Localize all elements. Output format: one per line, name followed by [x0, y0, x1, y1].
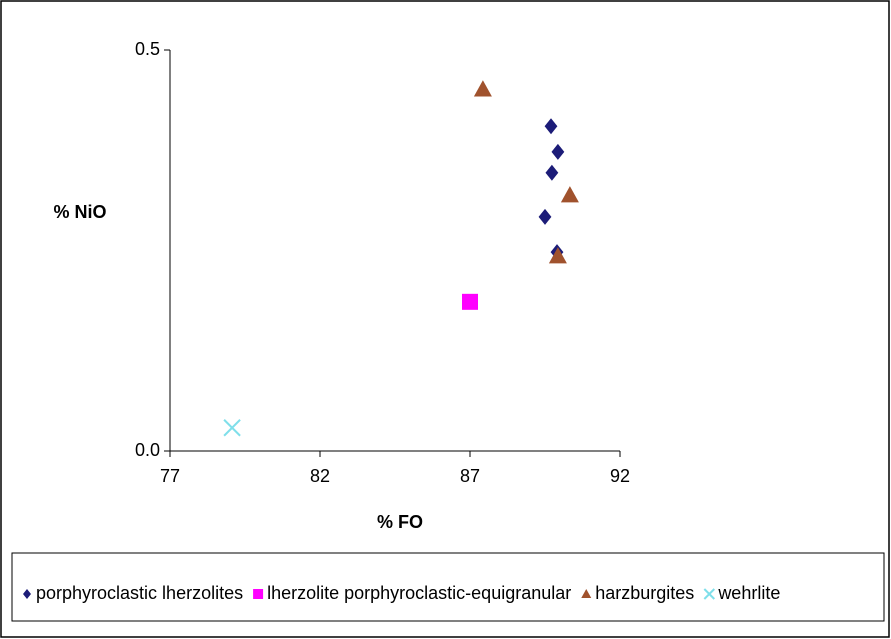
point — [538, 208, 552, 225]
y-tick-label: 0.5 — [135, 39, 160, 59]
x-tick-label: 82 — [310, 466, 330, 486]
legend-label: porphyroclastic lherzolites — [36, 583, 243, 603]
point — [560, 186, 579, 203]
legend-marker — [23, 589, 31, 599]
point — [551, 143, 565, 160]
legend-label: wehrlite — [717, 583, 780, 603]
legend-marker — [253, 589, 264, 599]
point — [544, 118, 558, 135]
legend-label: lherzolite porphyroclastic-equigranular — [267, 583, 571, 603]
point — [223, 419, 241, 437]
y-tick-label: 0.0 — [135, 440, 160, 460]
point — [462, 293, 478, 310]
legend-box — [11, 552, 885, 622]
legend-marker — [581, 589, 592, 598]
x-tick-label: 77 — [160, 466, 180, 486]
point — [545, 164, 559, 181]
x-tick-label: 87 — [460, 466, 480, 486]
y-axis-title: % NiO — [53, 202, 106, 222]
point — [473, 80, 492, 97]
point — [548, 247, 567, 264]
legend-marker — [703, 588, 716, 600]
legend-label: harzburgites — [595, 583, 694, 603]
x-axis-title: % FO — [377, 512, 423, 532]
x-tick-label: 92 — [610, 466, 630, 486]
